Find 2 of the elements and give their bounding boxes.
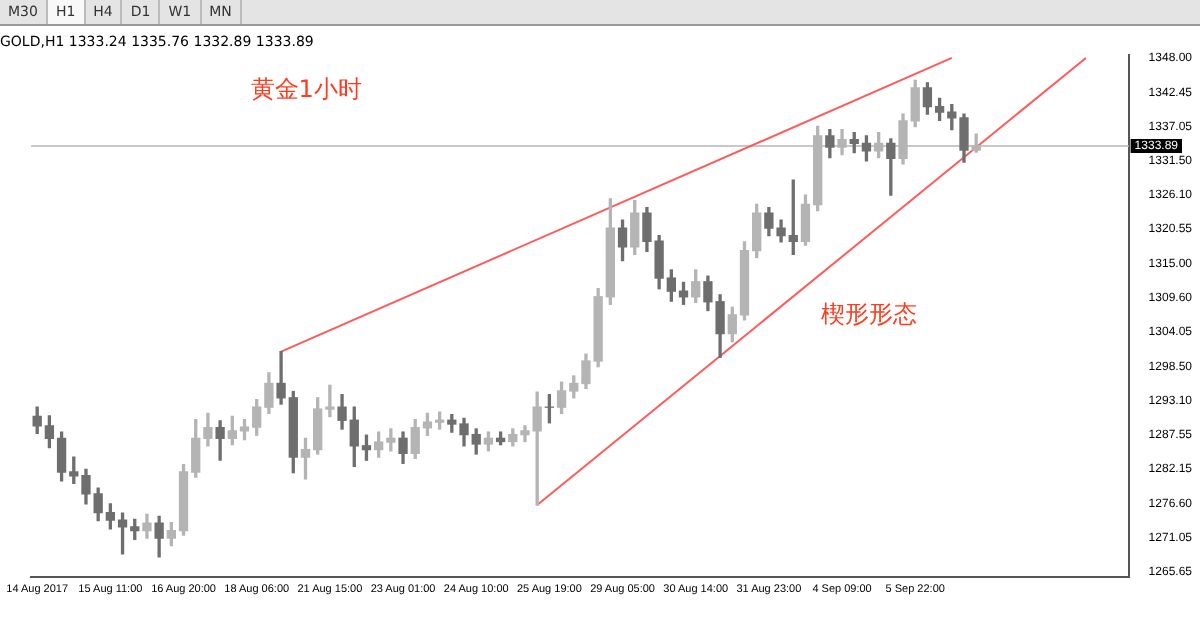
- annotation: 楔形形态: [821, 300, 918, 329]
- annotation: 黄金1小时: [250, 75, 362, 104]
